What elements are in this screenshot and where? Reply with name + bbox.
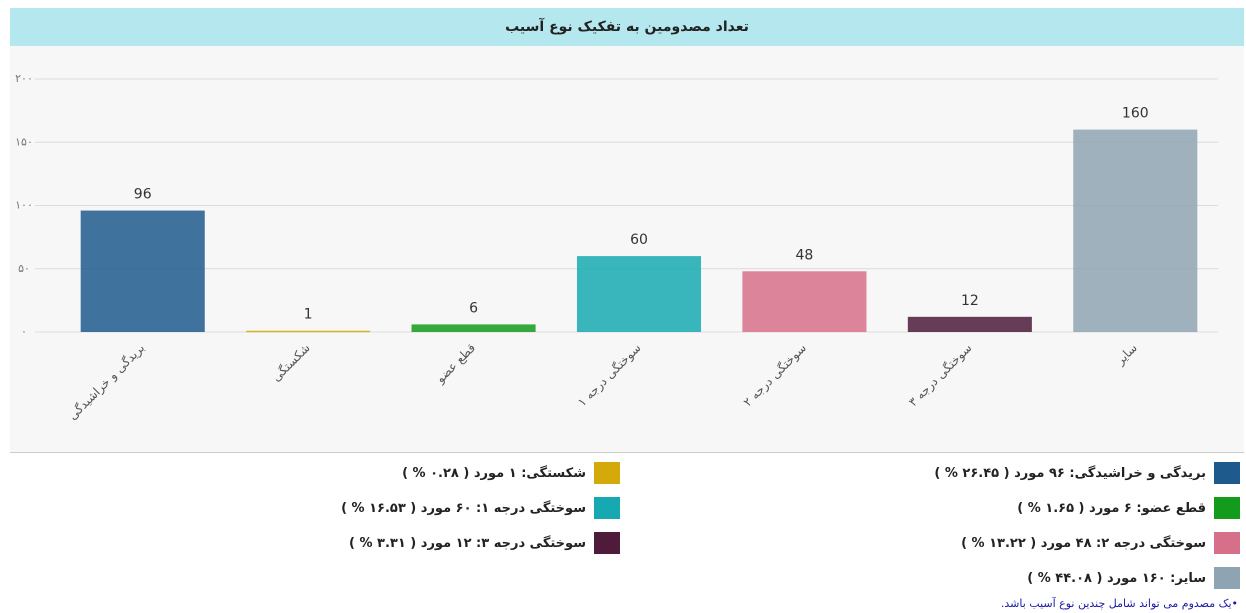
value-label: 48 <box>796 247 814 263</box>
legend-swatch <box>1214 462 1240 484</box>
legend: بریدگی و خراشیدگی: ۹۶ مورد ( ۲۶.۴۵ % ) شک… <box>300 460 1240 591</box>
chart: ۰ ۵۰ ۱۰۰ ۱۵۰ ۲۰۰ 96 بریدگی و خراشیدگی 1 شکستگی 6 ق… <box>15 72 1218 424</box>
x-tick-label: سایر <box>1113 341 1141 369</box>
x-tick-label: بریدگی و خراشیدگی <box>65 341 148 424</box>
legend-swatch <box>594 462 620 484</box>
bar <box>742 271 867 332</box>
x-tick-label: قطع عضو <box>433 341 479 387</box>
legend-label: سایر: ۱۶۰ مورد ( ۴۴.۰۸ % ) <box>1027 570 1206 586</box>
legend-item: سوختگی درجه ۲: ۴۸ مورد ( ۱۳.۲۲ % ) <box>620 530 1240 556</box>
y-tick-label: ۵۰ <box>18 262 30 275</box>
y-tick-label: ۱۵۰ <box>15 135 33 148</box>
y-tick-label: ۱۰۰ <box>15 199 33 212</box>
legend-item: سایر: ۱۶۰ مورد ( ۴۴.۰۸ % ) <box>620 565 1240 591</box>
bar <box>80 210 205 332</box>
value-label: 96 <box>134 187 152 203</box>
legend-swatch <box>594 497 620 519</box>
bar <box>246 330 371 333</box>
legend-item: شکستگی: ۱ مورد ( ۰.۲۸ % ) <box>300 460 620 486</box>
chart-title: تعداد مصدومین به تفکیک نوع آسیب <box>10 8 1244 46</box>
y-tick-label: ۰ <box>21 325 27 338</box>
legend-label: بریدگی و خراشیدگی: ۹۶ مورد ( ۲۶.۴۵ % ) <box>934 465 1206 481</box>
legend-label: شکستگی: ۱ مورد ( ۰.۲۸ % ) <box>402 465 586 481</box>
legend-label: قطع عضو: ۶ مورد ( ۱.۶۵ % ) <box>1017 500 1206 516</box>
value-label: 1 <box>304 307 313 323</box>
x-tick-label: سوختگی درجه ۱ <box>575 341 644 410</box>
bar <box>907 316 1032 332</box>
legend-item: بریدگی و خراشیدگی: ۹۶ مورد ( ۲۶.۴۵ % ) <box>620 460 1240 486</box>
legend-swatch <box>1214 567 1240 589</box>
bar <box>1073 129 1198 332</box>
footnote: یک مصدوم می تواند شامل چندین نوع آسیب با… <box>1001 597 1238 610</box>
value-label: 160 <box>1122 106 1149 122</box>
legend-swatch <box>1214 532 1240 554</box>
legend-item: قطع عضو: ۶ مورد ( ۱.۶۵ % ) <box>620 495 1240 521</box>
y-tick-label: ۲۰۰ <box>15 72 33 85</box>
chart-area: ۰ ۵۰ ۱۰۰ ۱۵۰ ۲۰۰ 96 بریدگی و خراشیدگی 1 شکستگی 6 ق… <box>10 46 1244 453</box>
x-tick-label: شکستگی <box>269 341 313 385</box>
legend-swatch <box>1214 497 1240 519</box>
legend-label: سوختگی درجه ۱: ۶۰ مورد ( ۱۶.۵۳ % ) <box>341 500 586 516</box>
legend-label: سوختگی درجه ۳: ۱۲ مورد ( ۳.۳۱ % ) <box>349 535 586 551</box>
bar <box>411 324 536 332</box>
x-tick-label: سوختگی درجه ۳ <box>906 341 975 410</box>
bar <box>576 256 702 332</box>
value-label: 6 <box>469 300 478 316</box>
legend-item: سوختگی درجه ۱: ۶۰ مورد ( ۱۶.۵۳ % ) <box>300 495 620 521</box>
value-label: 60 <box>630 232 648 248</box>
legend-item: سوختگی درجه ۳: ۱۲ مورد ( ۳.۳۱ % ) <box>300 530 620 556</box>
value-label: 12 <box>961 293 979 309</box>
legend-swatch <box>594 532 620 554</box>
x-tick-label: سوختگی درجه ۲ <box>740 341 809 410</box>
legend-label: سوختگی درجه ۲: ۴۸ مورد ( ۱۳.۲۲ % ) <box>961 535 1206 551</box>
